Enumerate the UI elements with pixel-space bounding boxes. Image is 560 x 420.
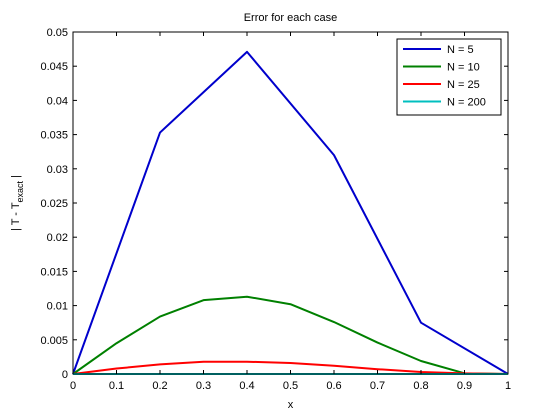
series-line-1 (72, 50, 509, 375)
x-axis-ticks: 0 0.1 0.2 0.3 0.4 0.5 0.6 0.7 0.8 0.9 1 (70, 32, 511, 392)
x-tick-label: 0.3 (196, 380, 211, 392)
x-axis-label: x (288, 399, 294, 411)
y-axis-label-subscript: exact (15, 180, 25, 202)
x-tick-label: 0.5 (283, 380, 298, 392)
legend-label-4: N = 200 (447, 97, 486, 109)
y-axis-label-prefix: | T - T (10, 202, 22, 231)
y-axis-label-suffix: | (10, 175, 22, 181)
legend-label-2: N = 10 (447, 62, 480, 74)
x-tick-label: 0 (70, 380, 76, 392)
y-axis-label: | T - Texact | (10, 175, 25, 231)
y-tick-label: 0.015 (40, 266, 68, 278)
x-tick-label: 0.9 (457, 380, 472, 392)
y-tick-label: 0.03 (47, 164, 68, 176)
x-tick-label: 1 (505, 380, 511, 392)
x-tick-label: 0.1 (109, 380, 124, 392)
legend-label-3: N = 25 (447, 79, 480, 91)
y-tick-label: 0.035 (40, 130, 68, 142)
x-tick-label: 0.6 (326, 380, 341, 392)
x-tick-label: 0.4 (239, 380, 254, 392)
y-tick-label: 0.05 (47, 27, 68, 39)
chart-title: Error for each case (244, 12, 338, 24)
y-tick-label: 0.04 (47, 95, 68, 107)
y-tick-label: 0.02 (47, 232, 68, 244)
legend-label-1: N = 5 (447, 44, 474, 56)
y-tick-label: 0.025 (40, 198, 68, 210)
plot-area: 0 0.1 0.2 0.3 0.4 0.5 0.6 0.7 0.8 0.9 100.0050.010… (40, 27, 511, 392)
y-tick-label: 0 (62, 369, 68, 381)
legend: N = 5 N = 10 N = 25 N = 200 (396, 38, 502, 116)
series-line-2 (72, 295, 509, 375)
x-tick-label: 0.2 (152, 380, 167, 392)
y-tick-label: 0.01 (47, 301, 68, 313)
y-tick-label: 0.045 (40, 61, 68, 73)
y-tick-label: 0.005 (40, 335, 68, 347)
y-axis-ticks: 0 0.005 0.01 0.015 0.02 0.025 0.03 0.035 0.04 0.0… (40, 27, 508, 381)
x-tick-label: 0.7 (370, 380, 385, 392)
series-line-3 (72, 360, 509, 375)
x-tick-label: 0.8 (413, 380, 428, 392)
